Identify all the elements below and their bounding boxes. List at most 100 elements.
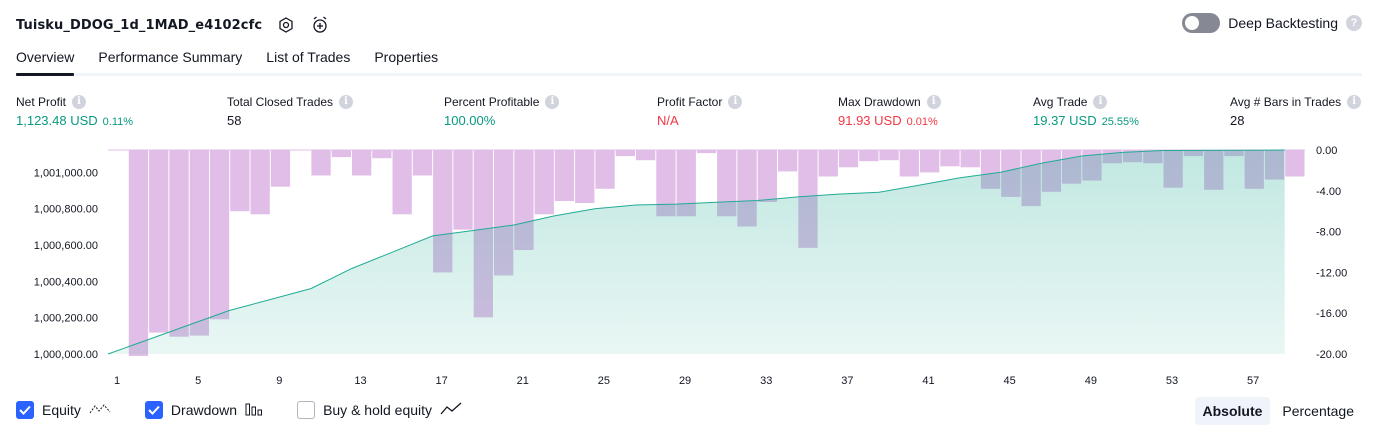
drawdown-bar[interactable] [859, 150, 879, 162]
mode-absolute-button[interactable]: Absolute [1194, 397, 1271, 425]
drawdown-bar[interactable] [676, 150, 696, 217]
drawdown-bar[interactable] [270, 150, 291, 187]
equity-line [107, 149, 1285, 355]
drawdown-bar[interactable] [595, 150, 615, 189]
y-right-tick-label: -8.00 [1316, 227, 1341, 239]
report-tabs: Overview Performance Summary List of Tra… [16, 45, 1362, 76]
help-icon[interactable]: ? [1346, 15, 1362, 31]
drawdown-bar[interactable] [230, 150, 250, 212]
drawdown-bar[interactable] [128, 150, 149, 356]
info-icon[interactable]: i [339, 94, 354, 109]
drawdown-bar[interactable] [453, 150, 473, 230]
deep-backtesting-label: Deep Backtesting [1228, 15, 1338, 31]
x-tick-label: 57 [1247, 375, 1259, 387]
tab-performance-summary[interactable]: Performance Summary [98, 49, 243, 65]
metric-percent: 0.11% [102, 116, 134, 128]
tab-list-of-trades[interactable]: List of Trades [266, 49, 351, 65]
drawdown-bar[interactable] [575, 150, 595, 203]
buy-hold-checkbox[interactable] [297, 401, 316, 419]
drawdown-bar[interactable] [149, 150, 169, 333]
metric-percent: 25.55% [1101, 116, 1139, 128]
drawdown-bar[interactable] [879, 150, 899, 161]
y-left-tick-label: 1,000,600.00 [34, 240, 98, 252]
legend-label: Buy & hold equity [323, 402, 433, 418]
drawdown-bar[interactable] [818, 150, 838, 177]
x-tick-label: 29 [679, 375, 691, 387]
x-tick-label: 9 [276, 375, 282, 387]
drawdown-bar[interactable] [534, 150, 554, 215]
drawdown-bar[interactable] [717, 150, 737, 217]
legend-equity[interactable]: Equity [16, 401, 111, 419]
y-left-tick-label: 1,000,200.00 [34, 313, 98, 325]
scale-mode: Absolute Percentage [1194, 397, 1363, 425]
y-left-tick-label: 1,001,000.00 [34, 167, 98, 179]
drawdown-bar[interactable] [331, 150, 351, 158]
strategy-header: Tuisku_DDOG_1d_1MAD_e4102cfc [16, 12, 330, 38]
legend-buy-hold[interactable]: Buy & hold equity [297, 401, 462, 419]
metric-label: Avg Trade [1033, 94, 1088, 109]
info-icon[interactable]: i [545, 94, 560, 109]
drawdown-bar[interactable] [940, 150, 960, 167]
drawdown-bar[interactable] [615, 150, 635, 157]
strategy-title: Tuisku_DDOG_1d_1MAD_e4102cfc [16, 17, 263, 33]
info-icon[interactable]: i [1347, 94, 1362, 109]
drawdown-bar[interactable] [209, 150, 230, 320]
drawdown-bar[interactable] [372, 150, 392, 159]
add-alarm-icon[interactable] [310, 15, 330, 35]
metric-value: 100.00% [444, 113, 496, 128]
tab-overview[interactable]: Overview [16, 45, 75, 76]
x-tick-label: 49 [1085, 375, 1097, 387]
x-tick-label: 45 [1004, 375, 1016, 387]
metric-max-drawdown: Max Drawdown i 91.93 USD 0.01% [838, 93, 941, 128]
metric-label: Percent Profitable [444, 94, 540, 109]
y-right-tick-label: -12.00 [1316, 267, 1347, 279]
drawdown-bar[interactable] [899, 150, 919, 177]
x-tick-label: 53 [1166, 375, 1178, 387]
drawdown-bar[interactable] [1285, 150, 1305, 177]
drawdown-bar[interactable] [392, 150, 412, 215]
drawdown-bar[interactable] [311, 150, 331, 176]
drawdown-bar[interactable] [838, 150, 859, 168]
equity-line-icon [89, 402, 111, 419]
info-icon[interactable]: i [926, 94, 941, 109]
x-tick-label: 37 [841, 375, 853, 387]
drawdown-bar[interactable] [250, 150, 270, 215]
info-icon[interactable]: i [728, 94, 743, 109]
equity-checkbox[interactable] [16, 401, 34, 419]
info-icon[interactable]: i [1093, 94, 1108, 109]
info-icon[interactable]: i [72, 94, 87, 109]
mode-percentage-button[interactable]: Percentage [1282, 403, 1354, 419]
tab-properties[interactable]: Properties [374, 49, 439, 65]
drawdown-bar[interactable] [696, 150, 717, 154]
drawdown-bar[interactable] [636, 150, 656, 161]
drawdown-bars-icon [245, 402, 263, 419]
metric-value: 19.37 USD [1033, 113, 1097, 128]
equity-drawdown-chart[interactable]: 1,000,000.00 1,000,200.00 1,000,400.00 1,00… [0, 140, 1379, 390]
drawdown-bar[interactable] [169, 150, 189, 337]
drawdown-bar[interactable] [757, 150, 777, 202]
x-tick-label: 41 [922, 375, 934, 387]
metric-value: 1,123.48 USD [16, 113, 98, 128]
x-tick-label: 33 [760, 375, 772, 387]
metric-value: 28 [1230, 113, 1245, 128]
drawdown-bar[interactable] [960, 150, 980, 168]
metric-label: Total Closed Trades [227, 94, 334, 109]
metric-avg-trade: Avg Trade i 19.37 USD 25.55% [1033, 93, 1139, 128]
metric-label: Max Drawdown [838, 94, 921, 109]
drawdown-bar[interactable] [656, 150, 676, 217]
metric-profit-factor: Profit Factor i N/A [657, 93, 743, 128]
legend-drawdown[interactable]: Drawdown [144, 401, 263, 419]
drawdown-bar[interactable] [554, 150, 575, 201]
drawdown-bar[interactable] [352, 150, 372, 176]
drawdown-checkbox[interactable] [144, 401, 163, 419]
drawdown-bar[interactable] [778, 150, 798, 172]
x-tick-label: 5 [195, 375, 201, 387]
x-tick-label: 1 [114, 375, 120, 387]
deep-backtesting-toggle[interactable] [1182, 13, 1221, 33]
gear-icon[interactable] [276, 15, 296, 35]
drawdown-bar[interactable] [189, 150, 209, 336]
drawdown-bar[interactable] [920, 150, 940, 173]
equity-area [108, 150, 1285, 354]
deep-backtesting: Deep Backtesting ? [1182, 13, 1362, 33]
drawdown-bar[interactable] [412, 150, 433, 176]
